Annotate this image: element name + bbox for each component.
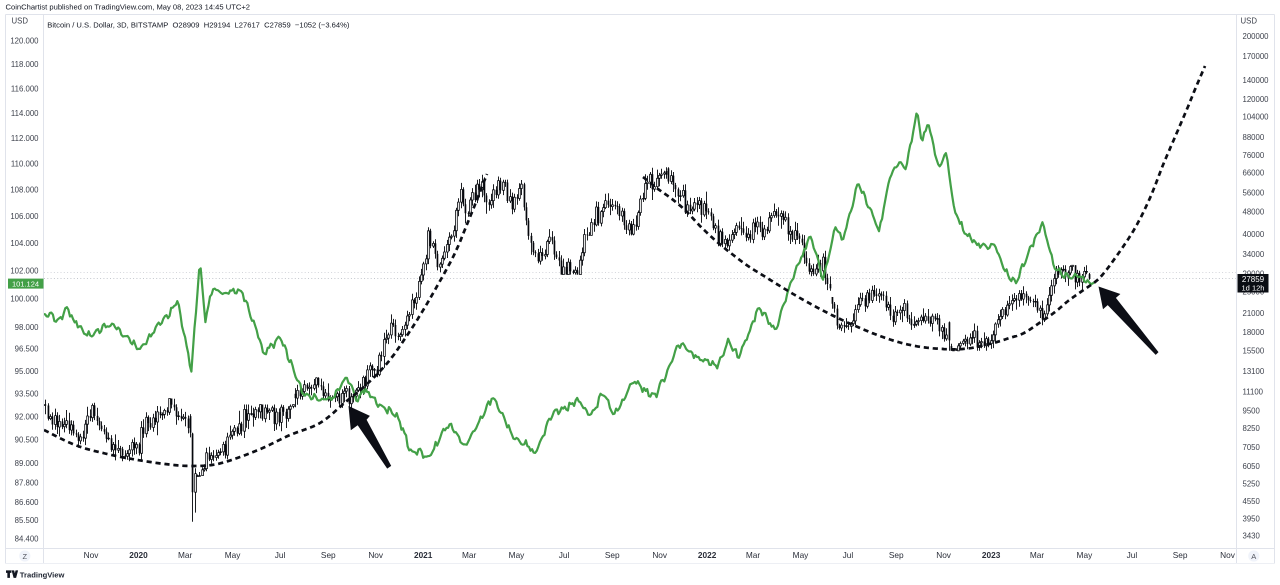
svg-text:9500: 9500	[1243, 406, 1261, 415]
svg-text:Mar: Mar	[1030, 550, 1045, 560]
svg-text:Mar: Mar	[746, 550, 761, 560]
svg-text:11100: 11100	[1243, 387, 1264, 396]
svg-text:66000: 66000	[1243, 168, 1265, 177]
svg-text:Sep: Sep	[889, 550, 904, 560]
svg-text:34000: 34000	[1243, 250, 1265, 259]
svg-text:102.000: 102.000	[10, 266, 39, 275]
svg-text:48000: 48000	[1243, 207, 1265, 216]
svg-text:86.600: 86.600	[15, 498, 40, 507]
svg-text:90.500: 90.500	[15, 436, 40, 445]
svg-text:TradingView: TradingView	[20, 571, 65, 580]
svg-text:Jul: Jul	[843, 550, 854, 560]
svg-text:USD: USD	[1241, 17, 1258, 26]
svg-text:18000: 18000	[1243, 328, 1265, 337]
svg-text:85.500: 85.500	[15, 516, 40, 525]
svg-text:May: May	[1077, 550, 1094, 560]
svg-text:88000: 88000	[1243, 133, 1265, 142]
svg-text:Jul: Jul	[1127, 550, 1138, 560]
svg-text:2021: 2021	[414, 550, 433, 560]
svg-text:3950: 3950	[1243, 514, 1261, 523]
svg-text:Nov: Nov	[652, 550, 668, 560]
svg-text:Mar: Mar	[178, 550, 193, 560]
svg-text:2020: 2020	[129, 550, 148, 560]
svg-text:USD: USD	[12, 17, 29, 26]
svg-text:118.000: 118.000	[11, 60, 39, 69]
svg-text:95.000: 95.000	[15, 367, 40, 376]
svg-text:7050: 7050	[1243, 443, 1261, 452]
svg-text:120.000: 120.000	[10, 36, 39, 45]
svg-text:104000: 104000	[1243, 112, 1270, 121]
svg-text:2022: 2022	[698, 550, 717, 560]
svg-text:Mar: Mar	[462, 550, 477, 560]
svg-text:3430: 3430	[1243, 532, 1261, 541]
svg-text:A: A	[1251, 552, 1256, 561]
svg-text:Nov: Nov	[368, 550, 384, 560]
svg-text:Jul: Jul	[559, 550, 570, 560]
svg-text:120000: 120000	[1243, 95, 1270, 104]
svg-text:87.800: 87.800	[15, 479, 40, 488]
svg-text:116.000: 116.000	[11, 84, 39, 93]
svg-text:Bitcoin / U.S. Dollar, 3D, BIT: Bitcoin / U.S. Dollar, 3D, BITSTAMP O289…	[47, 21, 350, 30]
svg-text:4550: 4550	[1243, 497, 1261, 506]
svg-text:27859: 27859	[1242, 275, 1265, 284]
svg-text:89.000: 89.000	[15, 459, 40, 468]
svg-text:Sep: Sep	[321, 550, 336, 560]
svg-text:1d 12h: 1d 12h	[1242, 283, 1265, 292]
svg-text:200000: 200000	[1243, 32, 1270, 41]
svg-text:84.400: 84.400	[15, 534, 40, 543]
svg-text:Jul: Jul	[275, 550, 286, 560]
svg-text:108.000: 108.000	[10, 185, 39, 194]
svg-text:56000: 56000	[1243, 188, 1265, 197]
svg-text:Nov: Nov	[1220, 550, 1236, 560]
svg-text:96.500: 96.500	[15, 345, 40, 354]
svg-text:29000: 29000	[1243, 269, 1265, 278]
svg-text:110.000: 110.000	[11, 159, 39, 168]
svg-text:6050: 6050	[1243, 462, 1261, 471]
svg-text:114.000: 114.000	[11, 109, 39, 118]
svg-text:15500: 15500	[1243, 346, 1265, 355]
svg-text:170000: 170000	[1243, 52, 1270, 61]
svg-text:92.000: 92.000	[15, 412, 40, 421]
svg-text:Sep: Sep	[1173, 550, 1188, 560]
svg-text:5250: 5250	[1243, 479, 1261, 488]
svg-text:May: May	[225, 550, 242, 560]
svg-text:112.000: 112.000	[11, 134, 39, 143]
svg-text:76000: 76000	[1243, 151, 1265, 160]
svg-text:106.000: 106.000	[10, 212, 39, 221]
svg-text:93.500: 93.500	[15, 389, 40, 398]
svg-text:101.124: 101.124	[12, 279, 39, 288]
svg-text:2023: 2023	[982, 550, 1001, 560]
svg-text:140000: 140000	[1243, 76, 1270, 85]
svg-text:13100: 13100	[1243, 367, 1265, 376]
svg-text:May: May	[509, 550, 526, 560]
svg-text:98.000: 98.000	[15, 323, 40, 332]
svg-text:Nov: Nov	[936, 550, 952, 560]
svg-text:CoinChartist published on Trad: CoinChartist published on TradingView.co…	[6, 3, 250, 12]
svg-text:May: May	[793, 550, 810, 560]
svg-text:Sep: Sep	[605, 550, 620, 560]
svg-text:8250: 8250	[1243, 424, 1261, 433]
svg-text:100.000: 100.000	[10, 294, 39, 303]
svg-text:Z: Z	[23, 552, 28, 561]
svg-text:Nov: Nov	[84, 550, 100, 560]
svg-text:40000: 40000	[1243, 230, 1265, 239]
svg-text:21000: 21000	[1243, 309, 1265, 318]
svg-text:104.000: 104.000	[10, 239, 39, 248]
